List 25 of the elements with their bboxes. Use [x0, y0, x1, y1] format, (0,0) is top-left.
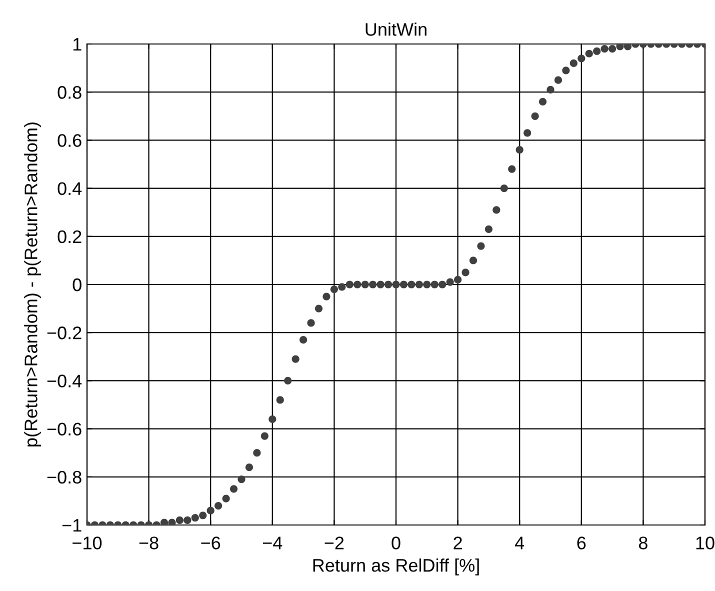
x-tick-label: −2 — [324, 536, 344, 550]
x-tick-label: 8 — [638, 536, 648, 550]
chart-title: UnitWin — [366, 22, 426, 36]
y-tick-label: −0.4 — [47, 374, 82, 388]
y-tick-label: −0.6 — [47, 422, 82, 436]
x-tick-label: −4 — [263, 536, 282, 550]
y-tick-label: −0.8 — [47, 470, 82, 484]
y-axis-title: p(Return>Random) - p(Return>Random) — [24, 122, 41, 446]
y-tick-label: 0.2 — [58, 230, 82, 244]
x-axis-title: Return as RelDiff [%] — [313, 558, 479, 576]
x-tick-label: 2 — [454, 536, 462, 550]
x-tick-label: 0 — [392, 536, 400, 550]
x-tick-label: 4 — [514, 536, 524, 550]
y-tick-label: −1 — [62, 519, 82, 532]
y-tick-label: 0 — [72, 278, 82, 292]
y-tick-label: 0.4 — [58, 182, 82, 196]
x-tick-label: −6 — [201, 536, 220, 550]
x-tick-label: −10 — [72, 536, 102, 550]
y-tick-label: 0.8 — [58, 86, 82, 99]
x-tick-label: 10 — [696, 536, 714, 550]
y-tick-label: 0.6 — [58, 134, 82, 147]
x-tick-label: −8 — [139, 536, 158, 550]
y-tick-label: 1 — [73, 38, 82, 51]
y-tick-label: −0.2 — [47, 326, 82, 340]
x-tick-label: 6 — [577, 536, 586, 550]
